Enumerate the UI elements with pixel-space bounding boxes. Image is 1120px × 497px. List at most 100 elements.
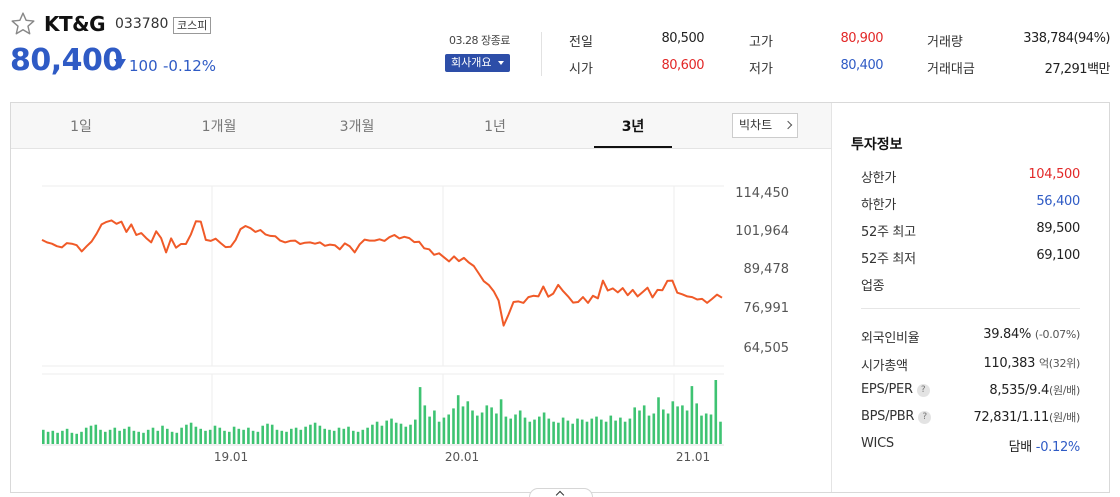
tab-1year[interactable]: 1년 xyxy=(484,119,506,135)
volume-bar xyxy=(275,429,279,444)
volume-bar xyxy=(261,425,264,444)
eps-per-label: EPS/PER xyxy=(861,382,913,397)
volume-bar xyxy=(189,422,193,444)
volume-bar xyxy=(476,415,479,444)
tab-1month[interactable]: 1개월 xyxy=(201,119,237,135)
tab-3months[interactable]: 3개월 xyxy=(339,119,375,135)
volume-bar xyxy=(704,413,708,444)
lower-limit-label: 하한가 xyxy=(861,198,896,213)
stock-header: KT&G 033780 코스피 80,400 100 -0.12% 03.28 … xyxy=(0,0,1120,100)
tab-3years[interactable]: 3년 xyxy=(621,119,645,135)
volume-bar xyxy=(633,407,636,444)
foreign-ratio-label: 외국인비율 xyxy=(861,331,920,346)
help-icon[interactable]: ? xyxy=(916,384,930,397)
volume-bar xyxy=(347,426,350,444)
volume-bar xyxy=(504,416,508,444)
volume-bar xyxy=(285,431,288,444)
volume-bar xyxy=(75,433,78,444)
volume-bar xyxy=(623,421,627,444)
foreign-ratio-value: 39.84% (-0.07%) xyxy=(983,327,1080,342)
volume-bar xyxy=(542,412,546,444)
volume-bar xyxy=(657,397,660,444)
volume-bar xyxy=(161,425,164,444)
volume-bar xyxy=(199,428,202,444)
volume-bar xyxy=(394,422,398,444)
company-overview-label: 회사개요 xyxy=(451,56,492,69)
volume-bar xyxy=(266,423,269,444)
company-overview-button[interactable]: 회사개요 xyxy=(445,54,510,72)
prev-close-value: 80,500 xyxy=(661,31,705,46)
volume-bar xyxy=(499,399,503,444)
volume-bar xyxy=(566,420,570,444)
volume-bar xyxy=(218,427,222,444)
info-divider xyxy=(861,308,1080,309)
volume-bar xyxy=(466,401,470,444)
volume-bar xyxy=(304,426,307,444)
volume-bar xyxy=(237,428,241,444)
low-label: 저가 xyxy=(749,62,773,77)
volume-bar xyxy=(146,429,150,444)
volume-bar xyxy=(671,401,675,444)
tab-1day[interactable]: 1일 xyxy=(70,119,92,135)
volume-bar xyxy=(461,406,465,444)
volume-bar xyxy=(428,416,431,444)
volume-bar xyxy=(356,431,360,444)
high52-value: 89,500 xyxy=(1036,221,1080,236)
volume-bar xyxy=(638,410,641,444)
trade-amount-value: 27,291백만 xyxy=(1044,62,1111,77)
big-chart-button[interactable]: 빅차트 xyxy=(732,113,798,138)
wics-sector[interactable]: 담배 xyxy=(1008,440,1033,455)
volume-bar xyxy=(61,430,64,444)
volume-bar xyxy=(514,414,517,444)
favorite-star-icon[interactable] xyxy=(10,11,36,37)
foreign-ratio: 39.84% xyxy=(983,327,1032,342)
volume-bar xyxy=(213,425,217,444)
volume-bar xyxy=(590,418,594,444)
divider xyxy=(541,32,542,76)
volume-bar xyxy=(490,407,493,444)
stock-name: KT&G xyxy=(44,12,106,36)
panel-divider xyxy=(831,103,832,492)
low-value: 80,400 xyxy=(840,58,884,73)
volume-bar xyxy=(194,426,198,444)
open-label: 시가 xyxy=(569,62,593,77)
prev-close-label: 전일 xyxy=(569,35,593,50)
wics-change: -0.12% xyxy=(1035,440,1081,455)
volume-bar xyxy=(600,419,603,444)
volume-bar xyxy=(228,431,231,444)
volume-bar xyxy=(337,427,341,444)
volume-bar xyxy=(251,430,255,444)
volume-bar xyxy=(471,410,474,444)
volume-bar xyxy=(270,424,274,444)
chevron-up-icon xyxy=(555,490,565,497)
volume-bar xyxy=(280,430,284,444)
volume-bar xyxy=(690,386,694,444)
lower-limit-value: 56,400 xyxy=(1036,194,1080,209)
volume-bar xyxy=(647,415,651,444)
volume-bar xyxy=(323,428,326,444)
volume-bar xyxy=(528,421,532,444)
bps-pbr-label: BPS/PBR xyxy=(861,409,915,424)
volume-bar xyxy=(571,423,574,444)
collapse-handle[interactable] xyxy=(529,488,593,497)
volume-bar xyxy=(204,430,207,444)
volume-bar xyxy=(614,420,617,444)
eps-per-value: 8,535/9.4(원/배) xyxy=(989,382,1080,398)
volume-bar xyxy=(113,427,117,444)
volume-bar xyxy=(223,430,226,444)
volume-value: 338,784(94%) xyxy=(1023,31,1110,46)
period-tabs: 1일 1개월 3개월 1년 3년 빅차트 xyxy=(11,103,831,149)
volume-bar xyxy=(332,430,336,444)
y-tick-label: 114,450 xyxy=(735,186,789,201)
volume-bar xyxy=(108,429,112,444)
market-cap-label: 시가총액 xyxy=(861,359,908,374)
volume-bar xyxy=(375,421,379,444)
volume-bar xyxy=(385,420,388,444)
volume-bar xyxy=(232,426,236,444)
volume-bar xyxy=(175,432,179,444)
low52-label: 52주 최저 xyxy=(861,252,916,267)
volume-bar xyxy=(380,425,384,444)
help-icon[interactable]: ? xyxy=(918,411,932,424)
volume-bar xyxy=(557,422,560,444)
